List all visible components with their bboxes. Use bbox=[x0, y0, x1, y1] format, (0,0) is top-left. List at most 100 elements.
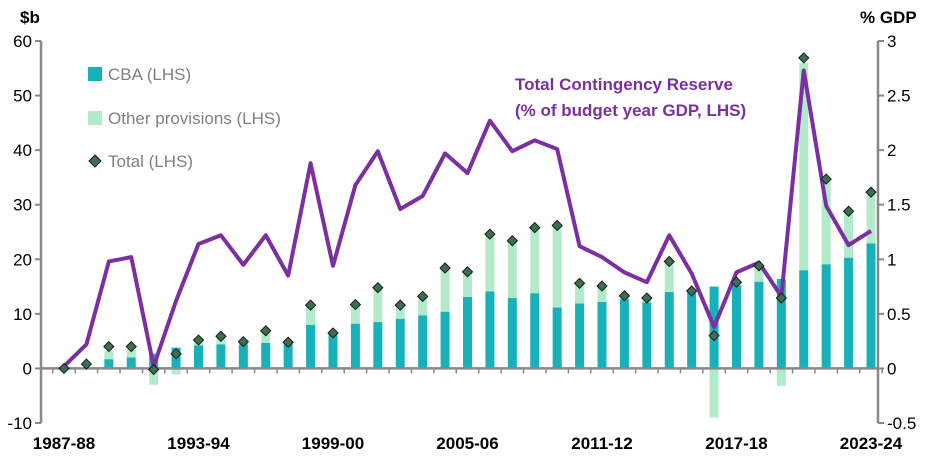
cba-bar bbox=[328, 332, 338, 369]
total-marker bbox=[730, 276, 743, 288]
other-provisions-bar bbox=[373, 287, 383, 323]
other-provisions-bar bbox=[507, 240, 517, 299]
total-marker bbox=[685, 285, 698, 297]
other-provisions-bar bbox=[485, 234, 495, 292]
left-tick-label: 50 bbox=[13, 87, 32, 106]
x-tick-label: 2023-24 bbox=[840, 434, 903, 453]
total-marker bbox=[349, 298, 362, 311]
left-axis-title: $b bbox=[20, 8, 40, 27]
total-marker bbox=[327, 327, 339, 339]
cba-bar bbox=[776, 278, 786, 369]
left-tick-label: 10 bbox=[13, 305, 32, 324]
total-marker bbox=[529, 221, 541, 234]
other-provisions-bar bbox=[821, 179, 831, 265]
total-marker bbox=[215, 330, 227, 342]
cba-bar bbox=[754, 281, 764, 369]
other-provisions-bar bbox=[126, 349, 136, 358]
total-marker bbox=[282, 336, 294, 348]
total-marker bbox=[125, 340, 137, 353]
cba-bar bbox=[844, 257, 854, 369]
legend-label: CBA (LHS) bbox=[108, 65, 191, 84]
other-provisions-bar bbox=[530, 227, 540, 294]
cba-bar bbox=[642, 302, 652, 369]
markers-layer bbox=[58, 52, 877, 376]
other-provisions-bar bbox=[395, 305, 405, 319]
other-provisions-bar bbox=[463, 271, 472, 297]
cba-bar bbox=[575, 303, 585, 369]
other-provisions-bar bbox=[575, 283, 585, 304]
cba-bar bbox=[238, 344, 248, 369]
cba-bar bbox=[306, 324, 316, 369]
total-marker bbox=[394, 299, 406, 311]
contingency-reserve-annotation: Total Contingency Reserve bbox=[515, 75, 733, 94]
total-marker bbox=[237, 335, 250, 348]
legend: CBA (LHS) Other provisions (LHS) Total (LH… bbox=[88, 65, 281, 171]
total-marker bbox=[820, 173, 832, 185]
other-provisions-bar bbox=[552, 225, 562, 308]
total-marker bbox=[618, 290, 631, 302]
cba-bar bbox=[619, 299, 629, 369]
total-marker bbox=[58, 362, 70, 375]
total-marker bbox=[865, 186, 877, 198]
cba-bar bbox=[194, 345, 203, 369]
total-marker bbox=[753, 260, 765, 272]
cba-bar bbox=[597, 301, 607, 369]
legend-label: Other provisions (LHS) bbox=[108, 109, 281, 128]
total-marker bbox=[192, 334, 205, 346]
other-provisions-bar bbox=[709, 368, 719, 418]
left-tick-label: 0 bbox=[23, 359, 32, 378]
cba-bar bbox=[732, 285, 741, 369]
axes-layer bbox=[35, 40, 884, 424]
total-marker bbox=[775, 292, 788, 304]
other-provisions-bar bbox=[418, 296, 428, 316]
total-marker bbox=[506, 235, 519, 247]
total-marker bbox=[170, 347, 182, 360]
cba-bar bbox=[485, 291, 495, 369]
legend-other-swatch bbox=[88, 111, 102, 125]
cba-bar bbox=[799, 270, 809, 369]
cba-bar bbox=[530, 293, 540, 369]
left-tick-label: 60 bbox=[13, 32, 32, 51]
total-marker bbox=[708, 329, 720, 342]
other-provisions-bar bbox=[597, 286, 607, 302]
total-marker bbox=[416, 290, 429, 303]
cba-bar bbox=[261, 342, 271, 369]
total-marker bbox=[551, 219, 563, 232]
total-marker bbox=[842, 205, 855, 217]
total-marker bbox=[484, 228, 496, 240]
cba-bar bbox=[350, 323, 360, 369]
total-marker bbox=[80, 358, 93, 370]
cba-bar bbox=[687, 290, 697, 369]
legend-label: Total (LHS) bbox=[108, 152, 193, 171]
other-provisions-bar bbox=[844, 211, 854, 258]
cba-bar bbox=[395, 318, 405, 369]
total-marker bbox=[798, 52, 810, 64]
total-marker bbox=[147, 363, 160, 376]
other-provisions-bar bbox=[440, 268, 450, 312]
total-marker bbox=[260, 325, 272, 337]
left-tick-label: 20 bbox=[13, 250, 32, 269]
cba-bar bbox=[216, 344, 226, 369]
cba-bar bbox=[104, 359, 114, 369]
total-marker bbox=[641, 292, 653, 304]
other-provisions-bar bbox=[754, 265, 764, 282]
legend-total-marker bbox=[88, 154, 102, 168]
right-tick-label: -0.5 bbox=[887, 414, 916, 433]
other-provisions-bar bbox=[776, 368, 786, 386]
cba-bar bbox=[463, 296, 472, 369]
x-tick-label: 2005-06 bbox=[436, 434, 498, 453]
right-tick-label: 0.5 bbox=[887, 305, 911, 324]
right-axis-title: % GDP bbox=[860, 8, 917, 27]
total-marker bbox=[596, 280, 608, 292]
other-provisions-bar bbox=[664, 261, 674, 293]
cba-bar bbox=[126, 357, 136, 369]
left-tick-label: 40 bbox=[13, 141, 32, 160]
right-tick-label: 3 bbox=[887, 32, 896, 51]
labels-layer: -10 0 10 20 30 40 50 60 -0.5 0 0.5 1 1.5 2 2.5 3 1987-88… bbox=[7, 8, 916, 453]
other-provisions-bar bbox=[866, 192, 876, 244]
other-provisions-bar bbox=[306, 305, 316, 325]
right-tick-label: 2.5 bbox=[887, 87, 911, 106]
cba-bar bbox=[664, 292, 674, 369]
cba-bar bbox=[373, 322, 383, 369]
